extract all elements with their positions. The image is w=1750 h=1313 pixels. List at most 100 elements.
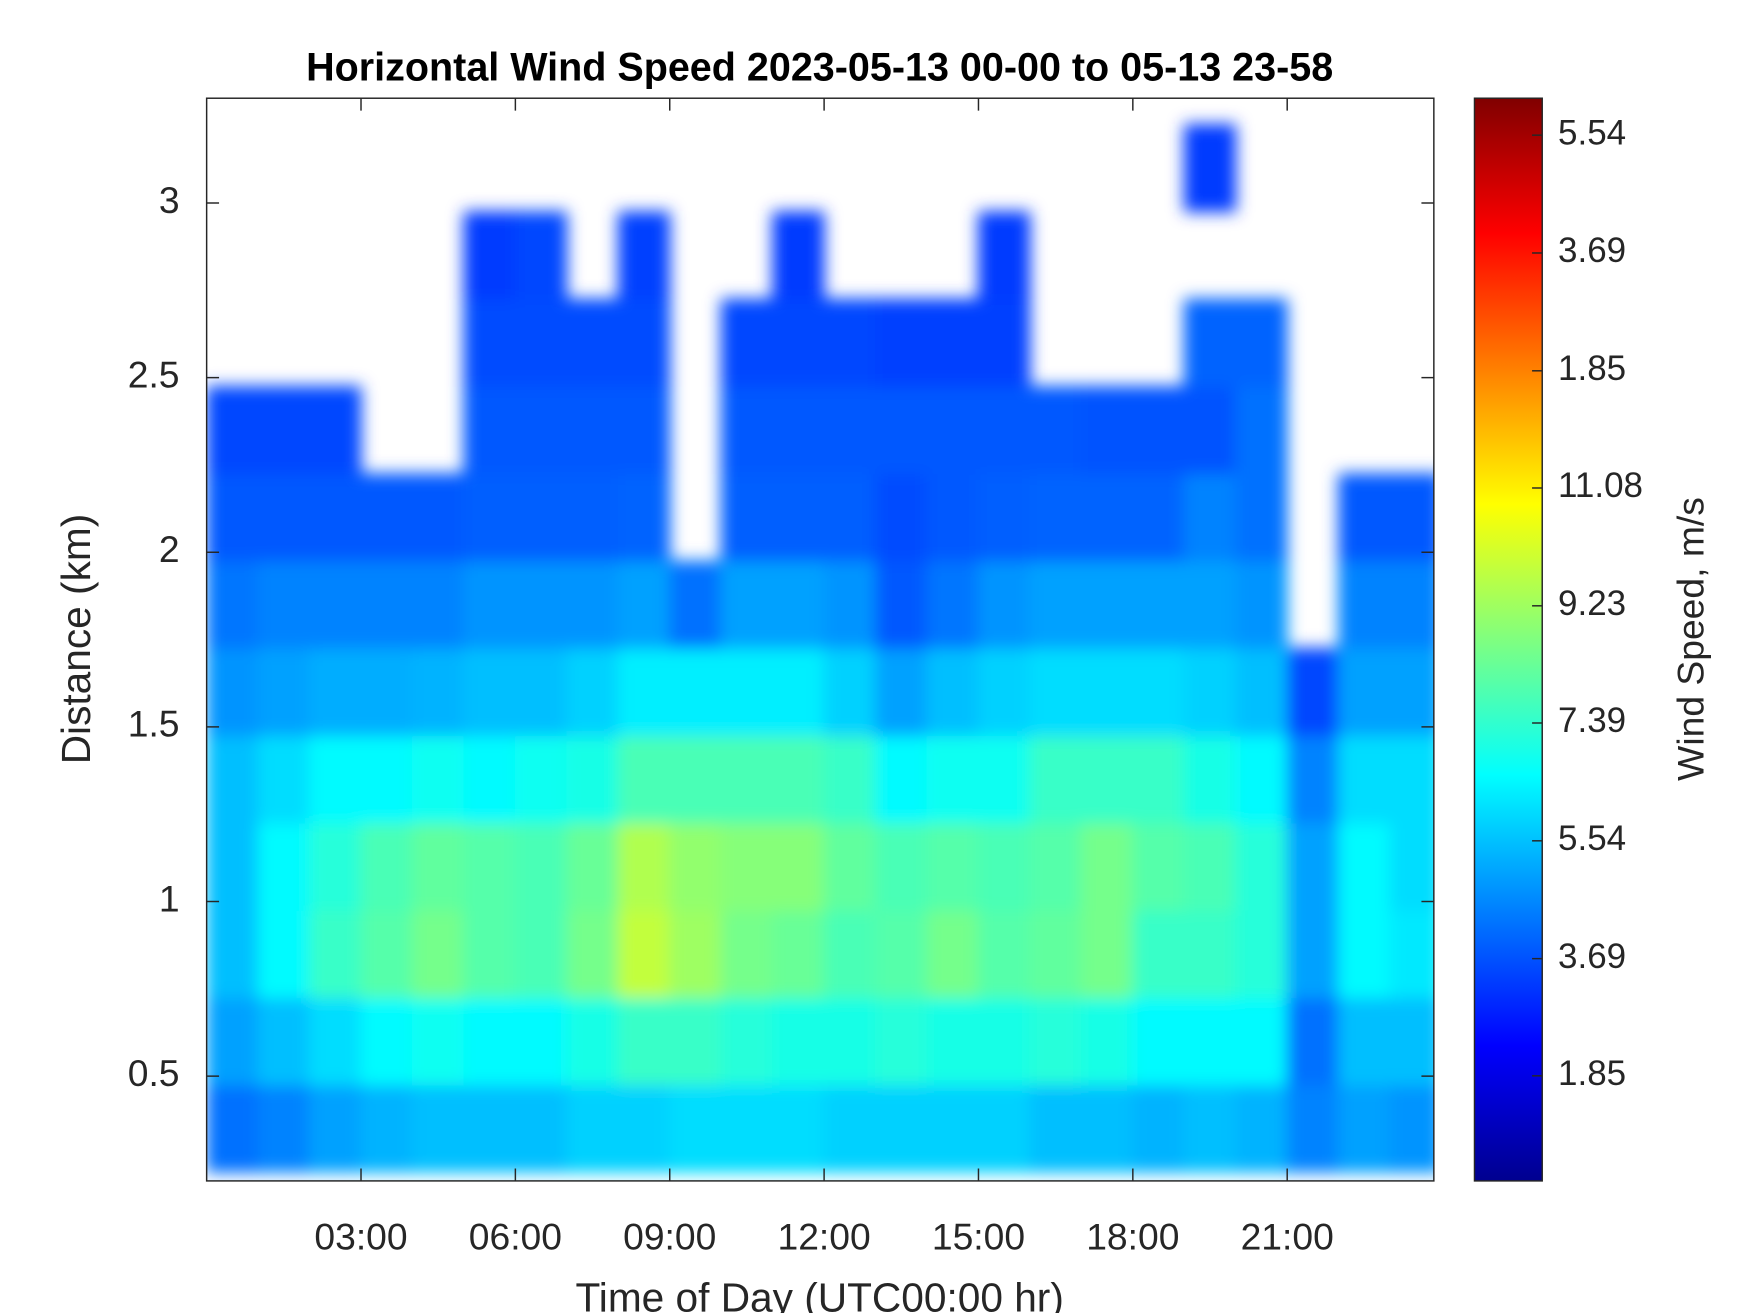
colorbar-tick-label: 1.85 <box>1558 1054 1626 1093</box>
colorbar-tick-label: 7.39 <box>1558 701 1626 740</box>
heatmap-cell <box>1286 735 1340 824</box>
heatmap-cell <box>926 735 980 824</box>
heatmap-cell <box>1080 385 1134 475</box>
y-tick-label: 1 <box>159 877 180 919</box>
heatmap-cell <box>977 385 1031 475</box>
heatmap-cell <box>772 560 825 649</box>
heatmap-cell <box>772 211 825 300</box>
heatmap-cell <box>1080 996 1134 1086</box>
y-tick-label: 1.5 <box>128 703 180 745</box>
heatmap-cell <box>514 211 568 300</box>
heatmap-cell <box>257 473 311 562</box>
heatmap-cell <box>926 385 980 475</box>
heatmap-cell <box>1080 1084 1134 1173</box>
heatmap-cell <box>360 996 414 1086</box>
heatmap-cell <box>1235 560 1288 649</box>
heatmap-cell <box>566 298 619 387</box>
heatmap-cells <box>206 123 1434 1173</box>
heatmap-cell <box>308 647 362 737</box>
x-tick-label: 21:00 <box>1241 1215 1334 1257</box>
heatmap-cell <box>411 560 465 649</box>
heatmap-cell <box>874 909 928 999</box>
heatmap-cell <box>772 385 825 475</box>
heatmap-cell <box>411 647 465 737</box>
heatmap-cell <box>463 1084 516 1173</box>
x-tick-label: 12:00 <box>777 1215 870 1257</box>
heatmap-cell <box>772 822 825 911</box>
heatmap-cell <box>617 822 671 911</box>
x-tick-label: 15:00 <box>932 1215 1025 1257</box>
heatmap-cell <box>1235 298 1288 387</box>
heatmap-cell <box>1183 473 1237 562</box>
heatmap-cell <box>514 647 568 737</box>
heatmap-cell <box>566 647 619 737</box>
heatmap-cell <box>874 473 928 562</box>
heatmap-cell <box>514 385 568 475</box>
heatmap-cell <box>308 385 362 475</box>
heatmap-cell <box>514 996 568 1086</box>
heatmap-cell <box>1338 735 1391 824</box>
heatmap-cell <box>566 735 619 824</box>
heatmap-cell <box>772 1084 825 1173</box>
heatmap-cell <box>1338 996 1391 1086</box>
heatmap-cell <box>411 996 465 1086</box>
heatmap-cell <box>617 909 671 999</box>
y-tick-label: 0.5 <box>128 1052 180 1094</box>
heatmap-cell <box>1132 560 1185 649</box>
heatmap-cell <box>1235 735 1288 824</box>
heatmap-cell <box>411 735 465 824</box>
heatmap-cell <box>308 996 362 1086</box>
heatmap-cell <box>874 647 928 737</box>
heatmap-cell <box>669 996 722 1086</box>
heatmap-cell <box>206 996 259 1086</box>
heatmap-cell <box>772 298 825 387</box>
heatmap-cell <box>720 996 774 1086</box>
heatmap-cell <box>411 909 465 999</box>
heatmap-cell <box>874 298 928 387</box>
heatmap-cell <box>977 822 1031 911</box>
heatmap-cell <box>720 298 774 387</box>
heatmap-cell <box>514 473 568 562</box>
heatmap-cell <box>1338 560 1391 649</box>
heatmap-cell <box>823 298 877 387</box>
heatmap-cell <box>617 996 671 1086</box>
heatmap-cell <box>977 473 1031 562</box>
heatmap-cell <box>206 647 259 737</box>
heatmap-cell <box>566 473 619 562</box>
heatmap-cell <box>1183 647 1237 737</box>
heatmap-cell <box>206 822 259 911</box>
heatmap-cell <box>566 560 619 649</box>
heatmap-cell <box>514 822 568 911</box>
heatmap-cell <box>566 996 619 1086</box>
chart-title: Horizontal Wind Speed 2023-05-13 00-00 t… <box>306 45 1333 89</box>
heatmap-cell <box>514 735 568 824</box>
heatmap-cell <box>926 647 980 737</box>
heatmap-cell <box>1029 735 1082 824</box>
heatmap-cell <box>1389 473 1434 562</box>
colorbar-tick-label: 3.69 <box>1558 231 1626 270</box>
colorbar-tick-label: 3.69 <box>1558 937 1626 976</box>
heatmap-cell <box>566 1084 619 1173</box>
heatmap-cell <box>1183 909 1237 999</box>
colorbar-tick-label: 5.54 <box>1558 113 1626 152</box>
heatmap-cell <box>1286 1084 1340 1173</box>
heatmap-cell <box>257 647 311 737</box>
heatmap-cell <box>1132 735 1185 824</box>
heatmap-cell <box>1338 1084 1391 1173</box>
heatmap-cell <box>257 560 311 649</box>
heatmap-cell <box>463 211 516 300</box>
x-tick-label: 06:00 <box>469 1215 562 1257</box>
heatmap-cell <box>566 385 619 475</box>
heatmap-cell <box>823 909 877 999</box>
heatmap-cell <box>1389 647 1434 737</box>
heatmap-cell <box>1183 822 1237 911</box>
heatmap-cell <box>308 1084 362 1173</box>
heatmap-cell <box>360 735 414 824</box>
heatmap-cell <box>1235 909 1288 999</box>
x-tick-label: 18:00 <box>1086 1215 1179 1257</box>
heatmap-cell <box>463 647 516 737</box>
heatmap-cell <box>823 996 877 1086</box>
heatmap-cell <box>206 1084 259 1173</box>
heatmap-cell <box>411 473 465 562</box>
